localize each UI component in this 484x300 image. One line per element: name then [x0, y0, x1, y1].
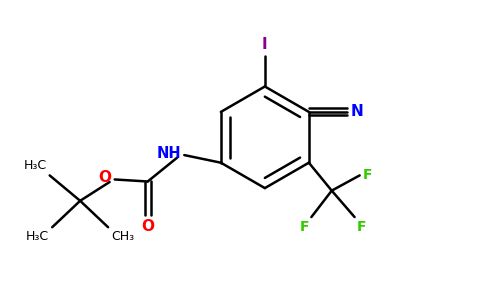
- Text: O: O: [99, 170, 112, 185]
- Text: CH₃: CH₃: [111, 230, 134, 243]
- Text: H₃C: H₃C: [26, 230, 49, 243]
- Text: O: O: [141, 219, 154, 234]
- Text: F: F: [357, 220, 366, 234]
- Text: N: N: [350, 104, 363, 119]
- Text: F: F: [300, 220, 309, 234]
- Text: NH: NH: [157, 146, 182, 160]
- Text: F: F: [363, 168, 373, 182]
- Text: H₃C: H₃C: [24, 159, 46, 172]
- Text: I: I: [262, 37, 268, 52]
